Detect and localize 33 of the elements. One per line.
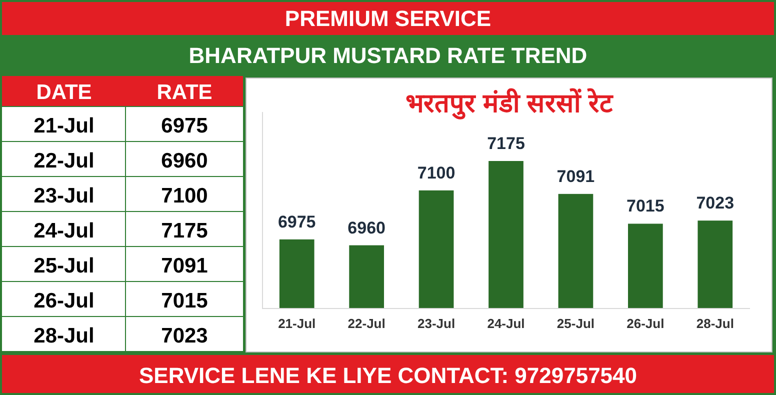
text: RATE: [156, 81, 212, 104]
data-label: 6960: [348, 218, 386, 238]
data-label: 7100: [161, 184, 208, 208]
x-tick-label: 22-Jul: [348, 316, 386, 332]
text: BHARATPUR MUSTARD RATE TREND: [188, 43, 588, 68]
data-label: 7100: [417, 163, 456, 182]
data-label: 6960: [161, 150, 208, 172]
text: SERVICE LENE KE LIYE CONTACT: 9729757540: [138, 363, 638, 388]
category-label: 23-Jul: [34, 184, 94, 208]
data-label: 7175: [487, 134, 525, 153]
x-tick-label: 28-Jul: [696, 316, 734, 332]
x-tick-label: 25-Jul: [556, 316, 595, 332]
category-label: 25-Jul: [34, 254, 94, 278]
data-label: 7091: [556, 166, 595, 186]
data-label: 7015: [626, 196, 664, 216]
x-tick-label: 23-Jul: [417, 316, 456, 332]
category-label: 24-Jul: [34, 220, 94, 242]
text: DATE: [36, 81, 92, 104]
category-label: 21-Jul: [34, 114, 94, 138]
x-tick-label: 21-Jul: [278, 316, 316, 332]
data-label: 6975: [278, 212, 316, 232]
chart-title: भरतपुर मंडी सरसों रेट: [406, 88, 614, 120]
category-label: 26-Jul: [34, 290, 94, 312]
data-label: 7023: [696, 194, 734, 213]
data-label: 7091: [161, 254, 208, 278]
data-label: 7023: [161, 324, 208, 348]
text: PREMIUM SERVICE: [284, 6, 492, 31]
data-label: 7175: [161, 220, 208, 242]
data-label: 7015: [161, 290, 208, 312]
x-tick-label: 26-Jul: [626, 316, 664, 332]
x-tick-label: 24-Jul: [487, 316, 525, 332]
data-label: 6975: [161, 114, 208, 138]
category-label: 22-Jul: [34, 150, 94, 172]
